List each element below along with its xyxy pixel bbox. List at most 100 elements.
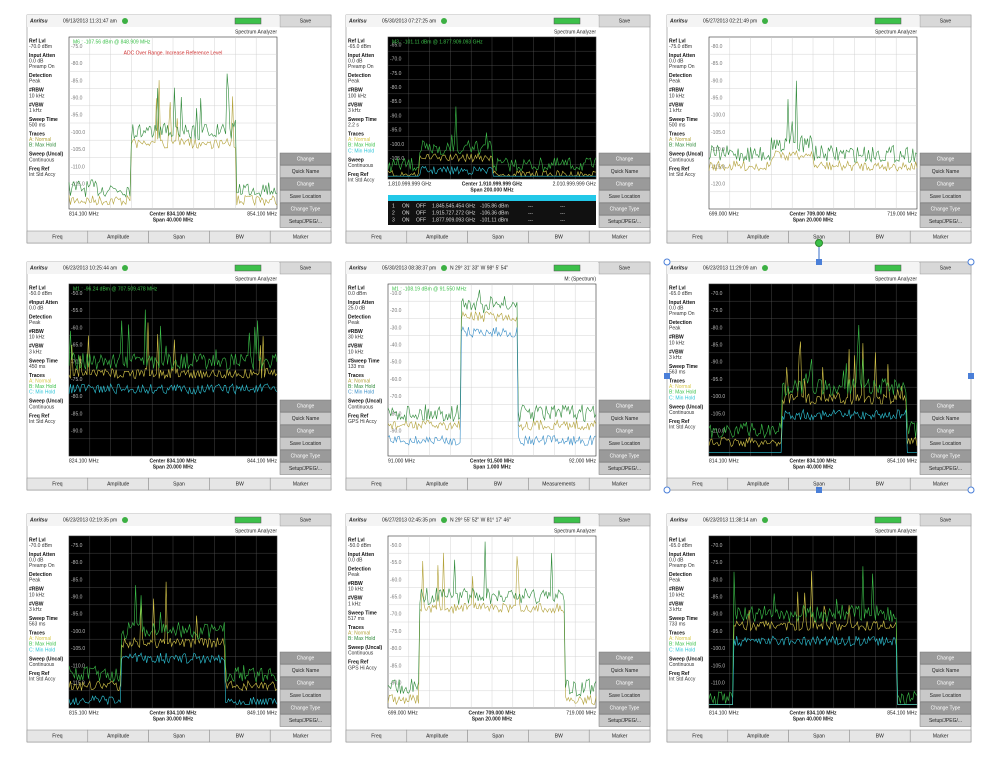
softkey-label: Quick Name [292, 668, 320, 674]
corner-handle[interactable] [967, 486, 975, 494]
softkey[interactable] [598, 412, 651, 425]
save-key[interactable] [919, 513, 972, 527]
setting-value: 450 ms [29, 364, 46, 370]
softkey[interactable] [598, 449, 651, 463]
save-key[interactable] [598, 261, 651, 275]
resize-handle[interactable] [816, 259, 822, 265]
softkey[interactable] [279, 664, 332, 677]
setting-value: C: Min Hold [29, 390, 55, 396]
menu-tab[interactable] [269, 729, 332, 743]
softkey[interactable] [598, 424, 651, 438]
softkey[interactable] [598, 437, 651, 450]
save-key[interactable] [279, 261, 332, 275]
corner-handle[interactable] [663, 486, 671, 494]
softkey[interactable] [279, 701, 332, 715]
softkey[interactable] [598, 714, 651, 727]
softkey[interactable] [598, 165, 651, 178]
softkey[interactable] [919, 412, 972, 425]
softkey[interactable] [598, 202, 651, 216]
save-key[interactable] [598, 513, 651, 527]
softkey[interactable] [279, 152, 332, 166]
menu-tab[interactable] [588, 729, 651, 743]
resize-handle[interactable] [968, 373, 974, 379]
y-axis-label: -90.0 [390, 113, 402, 119]
menu-tab[interactable] [588, 477, 651, 491]
corner-handle[interactable] [967, 258, 975, 266]
softkey[interactable] [919, 165, 972, 178]
softkey-label: Change Type [610, 705, 640, 711]
save-key[interactable] [919, 14, 972, 28]
softkey[interactable] [919, 215, 972, 228]
menu-tab[interactable] [909, 477, 972, 491]
softkey[interactable] [598, 215, 651, 228]
softkey[interactable] [279, 177, 332, 191]
softkey[interactable] [279, 676, 332, 690]
save-key[interactable] [279, 513, 332, 527]
trace [388, 165, 596, 177]
softkey[interactable] [919, 190, 972, 203]
softkey[interactable] [279, 449, 332, 463]
softkey[interactable] [279, 689, 332, 702]
softkey[interactable] [919, 714, 972, 727]
menu-tab-label: BW [876, 234, 884, 240]
softkey[interactable] [598, 664, 651, 677]
setting-value: Preamp On [669, 311, 695, 317]
softkey[interactable] [919, 202, 972, 216]
softkey[interactable] [279, 714, 332, 727]
softkey[interactable] [279, 165, 332, 178]
battery [234, 516, 262, 524]
menu-tab[interactable] [269, 477, 332, 491]
softkey[interactable] [919, 676, 972, 690]
save-key[interactable] [279, 14, 332, 28]
softkey[interactable] [279, 437, 332, 450]
softkey[interactable] [919, 664, 972, 677]
softkey[interactable] [919, 651, 972, 665]
header-bar [27, 514, 279, 526]
softkey[interactable] [279, 202, 332, 216]
softkey[interactable] [279, 399, 332, 413]
resize-handle[interactable] [816, 487, 822, 493]
menu-tab[interactable] [269, 230, 332, 244]
softkey[interactable] [598, 177, 651, 191]
softkey[interactable] [919, 462, 972, 475]
resize-handle[interactable] [664, 373, 670, 379]
setting-label: Freq Ref [29, 671, 50, 677]
menu-tab[interactable] [588, 230, 651, 244]
menu-tab[interactable] [909, 729, 972, 743]
softkey[interactable] [279, 424, 332, 438]
softkey[interactable] [598, 399, 651, 413]
softkey[interactable] [919, 689, 972, 702]
timestamp: 05/30/2013 07:27:25 am [382, 18, 436, 24]
softkey[interactable] [279, 462, 332, 475]
softkey[interactable] [598, 651, 651, 665]
softkey[interactable] [279, 412, 332, 425]
softkey[interactable] [919, 437, 972, 450]
softkey[interactable] [919, 449, 972, 463]
softkey[interactable] [598, 689, 651, 702]
analyzer-panel: Anritsu 05/30/2013 08:38:37 pm N 29° 31' 3… [345, 261, 651, 491]
softkey[interactable] [598, 462, 651, 475]
y-axis-label: -110.0 [71, 164, 85, 170]
status-icon [441, 265, 447, 271]
softkey[interactable] [279, 190, 332, 203]
start-frequency: 815.100 MHz [69, 710, 99, 716]
softkey[interactable] [279, 215, 332, 228]
softkey[interactable] [919, 424, 972, 438]
table-cell: --- [560, 210, 565, 216]
save-key[interactable] [598, 14, 651, 28]
softkey[interactable] [919, 152, 972, 166]
softkey[interactable] [919, 177, 972, 191]
softkey[interactable] [919, 399, 972, 413]
y-axis-label: -70.0 [711, 291, 723, 297]
softkey[interactable] [598, 676, 651, 690]
softkey[interactable] [598, 190, 651, 203]
save-key[interactable] [919, 261, 972, 275]
rotate-handle[interactable] [815, 239, 823, 247]
softkey[interactable] [919, 701, 972, 715]
menu-tab[interactable] [909, 230, 972, 244]
softkey[interactable] [279, 651, 332, 665]
y-axis-label: -105.0 [711, 663, 725, 669]
corner-handle[interactable] [663, 258, 671, 266]
softkey[interactable] [598, 152, 651, 166]
softkey[interactable] [598, 701, 651, 715]
